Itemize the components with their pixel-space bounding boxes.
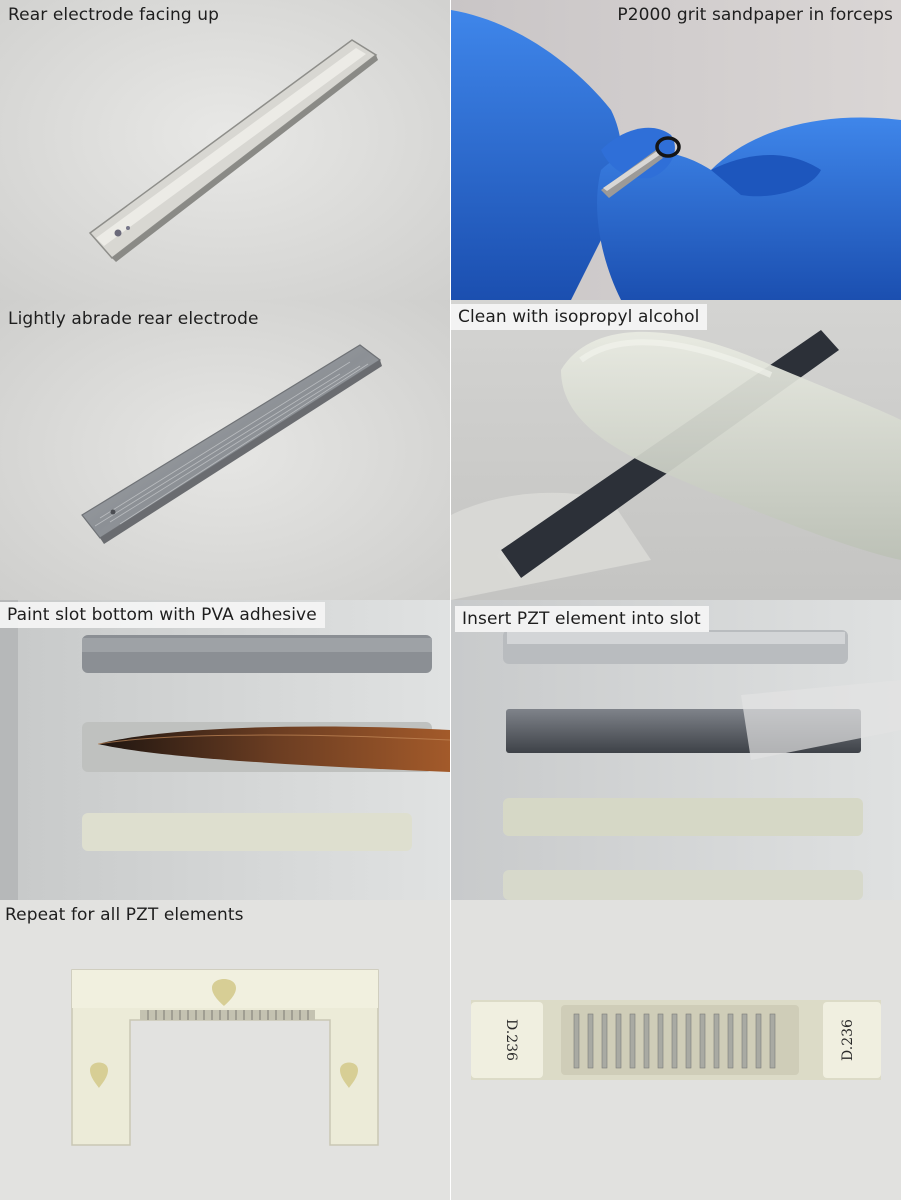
photo-fixture-top: D.236 D.236 [451,900,901,1200]
photo-fixture-front: Repeat for all PZT elements [0,900,450,1200]
photo-abrade-rear-electrode: Lightly abrade rear electrode [0,300,450,600]
panel-caption: Lightly abrade rear electrode [8,309,259,329]
panel-caption: Insert PZT element into slot [455,606,709,632]
fixture-front-photo [0,900,450,1200]
gloved-hands-photo [451,0,901,300]
panel-caption: Rear electrode facing up [8,5,220,25]
photo-insert-pzt: Insert PZT element into slot [451,600,901,900]
inserting-pzt-photo [451,600,901,900]
abraded-electrode-photo [0,300,450,600]
rear-electrode-photo [0,0,450,300]
fixture-top-photo: D.236 D.236 [451,900,901,1200]
photo-sandpaper-in-forceps: P2000 grit sandpaper in forceps [451,0,901,300]
painting-slot-photo [0,600,450,900]
panel-caption: P2000 grit sandpaper in forceps [617,5,893,25]
fixture-left-label: D.236 [503,1019,519,1061]
photo-paint-slot-pva: Paint slot bottom with PVA adhesive [0,600,450,900]
photo-rear-electrode-facing-up: Rear electrode facing up [0,0,450,300]
panel-caption: Clean with isopropyl alcohol [451,304,708,330]
panel-caption: Paint slot bottom with PVA adhesive [0,602,325,628]
panel-caption: Repeat for all PZT elements [5,905,244,925]
photo-clean-isopropyl: Clean with isopropyl alcohol [451,300,901,600]
cleaning-photo [451,300,901,600]
fixture-right-label: D.236 [840,1019,856,1061]
